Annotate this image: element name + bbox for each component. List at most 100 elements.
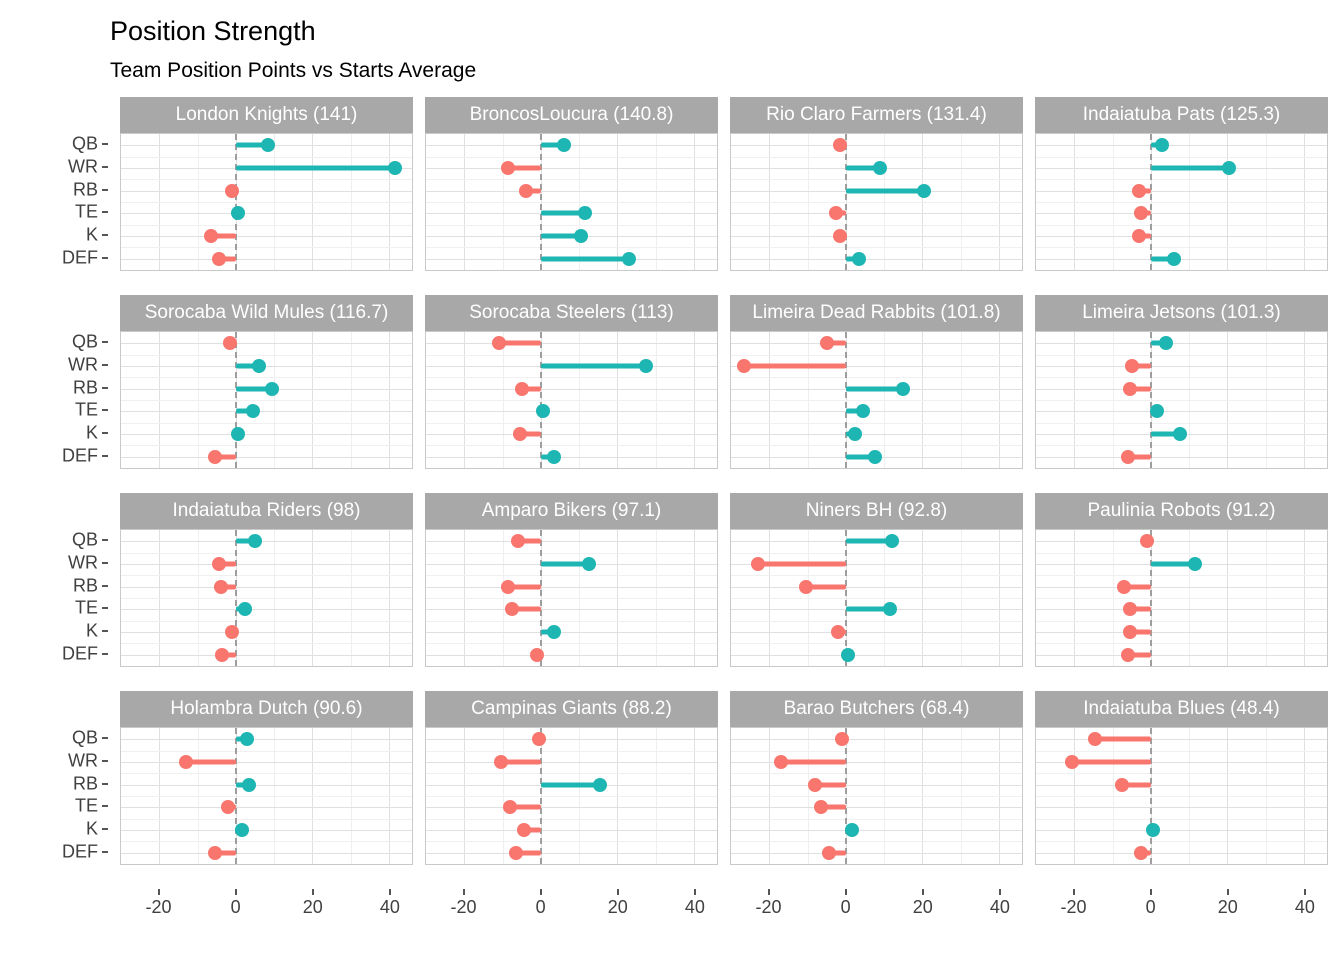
- lollipop-dot-QB: [556, 138, 571, 153]
- lollipop-dot-DEF: [1166, 251, 1181, 266]
- gridline: [731, 654, 1022, 656]
- y-axis-label-TE: TE: [74, 201, 98, 222]
- x-axis-tick-label: 40: [989, 897, 1010, 917]
- y-axis-label-RB: RB: [72, 575, 98, 596]
- y-axis-label-WR: WR: [68, 750, 98, 771]
- lollipop-dot-DEF: [821, 845, 836, 860]
- lollipop-stick-WR: [1072, 759, 1151, 765]
- gridline: [426, 388, 717, 390]
- zero-baseline: [539, 530, 542, 666]
- lollipop-dot-QB: [240, 732, 255, 747]
- facet-strip: Indaiatuba Blues (48.4): [1035, 691, 1328, 727]
- lollipop-stick-DEF: [845, 454, 875, 460]
- x-axis-tick-label: 20: [607, 897, 628, 917]
- gridline: [731, 434, 1022, 435]
- y-axis-label-RB: RB: [72, 773, 98, 794]
- gridline: [426, 586, 717, 588]
- lollipop-stick-RB: [521, 386, 541, 392]
- gridline: [426, 422, 717, 424]
- gridline: [426, 411, 717, 413]
- zero-baseline: [844, 332, 847, 468]
- lollipop-dot-TE: [829, 206, 844, 221]
- lollipop-dot-QB: [833, 138, 848, 153]
- facet-barao-butchers: Barao Butchers (68.4): [730, 691, 1023, 865]
- lollipop-dot-DEF: [207, 845, 222, 860]
- facet-panel: [425, 727, 718, 865]
- lollipop-dot-QB: [510, 534, 525, 549]
- x-axis: -20 0 20 40: [425, 889, 718, 933]
- lollipop-dot-K: [833, 229, 848, 243]
- lollipop-dot-RB: [514, 381, 529, 396]
- lollipop-dot-RB: [1117, 579, 1132, 594]
- lollipop-stick-TE: [1129, 606, 1151, 612]
- y-axis-tick: [102, 805, 108, 808]
- gridline: [121, 377, 412, 379]
- gridline: [121, 258, 412, 260]
- lollipop-stick-WR: [744, 363, 846, 369]
- lollipop-stick-TE: [845, 606, 890, 612]
- facet-indaiatuba-pats: Indaiatuba Pats (125.3): [1035, 97, 1328, 271]
- gridline: [426, 247, 717, 249]
- gridline: [121, 236, 412, 237]
- lollipop-stick-TE: [235, 408, 254, 414]
- gridline: [1036, 773, 1327, 775]
- gridline: [1036, 190, 1327, 192]
- lollipop-stick-RB: [525, 188, 541, 194]
- lollipop-stick-WR: [218, 561, 236, 567]
- gridline: [731, 841, 1022, 843]
- gridline: [121, 190, 412, 192]
- y-axis-tick: [102, 341, 108, 344]
- x-axis-tick-label: -20: [755, 897, 782, 917]
- gridline: [121, 807, 412, 809]
- y-axis-tick: [102, 850, 108, 853]
- lollipop-dot-TE: [535, 404, 550, 419]
- lollipop-dot-TE: [856, 404, 871, 419]
- lollipop-stick-WR: [780, 759, 846, 765]
- lollipop-stick-DEF: [214, 850, 236, 856]
- facet-broncosloucura: BroncosLoucura (140.8): [425, 97, 718, 271]
- gridline: [731, 236, 1022, 237]
- facet-strip: Sorocaba Steelers (113): [425, 295, 718, 331]
- lollipop-dot-TE: [577, 206, 592, 221]
- x-axis-tick-label: 40: [1294, 897, 1315, 917]
- lollipop-dot-QB: [1155, 138, 1170, 153]
- gridline: [121, 541, 412, 543]
- gridline: [731, 784, 1022, 786]
- lollipop-stick-RB: [815, 782, 846, 788]
- lollipop-stick-WR: [540, 561, 589, 567]
- y-axis-labels: QB WR RB TE K DEF: [52, 295, 108, 467]
- gridline: [1036, 411, 1327, 413]
- lollipop-stick-DEF: [515, 850, 541, 856]
- lollipop-stick-DEF: [828, 850, 846, 856]
- gridline: [426, 145, 717, 147]
- gridline: [121, 762, 412, 763]
- zero-baseline: [234, 530, 237, 666]
- gridline: [731, 575, 1022, 577]
- gridline: [426, 541, 717, 543]
- facet-strip: Limeira Dead Rabbits (101.8): [730, 295, 1023, 331]
- gridline: [1036, 620, 1327, 622]
- lollipop-stick-K: [1129, 629, 1151, 635]
- gridline: [1036, 654, 1327, 656]
- lollipop-stick-K: [210, 233, 236, 239]
- facet-panel: [730, 331, 1023, 469]
- lollipop-dot-QB: [884, 534, 899, 549]
- lollipop-stick-WR: [540, 363, 647, 369]
- gridline: [1036, 422, 1327, 424]
- lollipop-dot-K: [1132, 229, 1147, 243]
- gridline: [731, 247, 1022, 249]
- lollipop-dot-TE: [1122, 602, 1137, 617]
- gridline: [121, 179, 412, 181]
- lollipop-dot-K: [512, 427, 527, 441]
- facet-indaiatuba-blues: Indaiatuba Blues (48.4): [1035, 691, 1328, 865]
- y-axis-tick: [102, 143, 108, 146]
- lollipop-dot-TE: [238, 602, 253, 617]
- gridline: [731, 422, 1022, 424]
- lollipop-dot-RB: [917, 183, 932, 198]
- facet-limeira-jetsons: Limeira Jetsons (101.3): [1035, 295, 1328, 469]
- gridline: [426, 807, 717, 809]
- gridline: [121, 852, 412, 854]
- y-axis-label-QB: QB: [71, 529, 98, 550]
- gridline: [1036, 762, 1327, 763]
- y-axis-label-K: K: [85, 422, 98, 443]
